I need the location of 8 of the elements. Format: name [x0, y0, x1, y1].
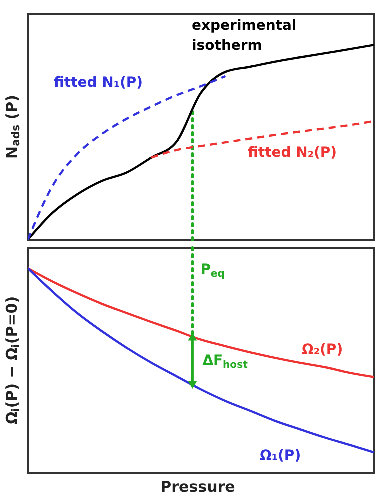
series-label: Ω₁(P): [260, 448, 302, 464]
series-label: experimental isotherm: [192, 18, 297, 54]
series-label: fitted N₂(P): [248, 145, 338, 161]
y-axis-title: Ωi(P) − Ωi(P=0): [3, 296, 22, 425]
x-axis-title: Pressure: [160, 478, 236, 495]
series-label: Ω₂(P): [302, 342, 344, 358]
series-label: fitted N₁(P): [54, 75, 144, 91]
y-axis-title: Nads (P): [3, 95, 22, 159]
